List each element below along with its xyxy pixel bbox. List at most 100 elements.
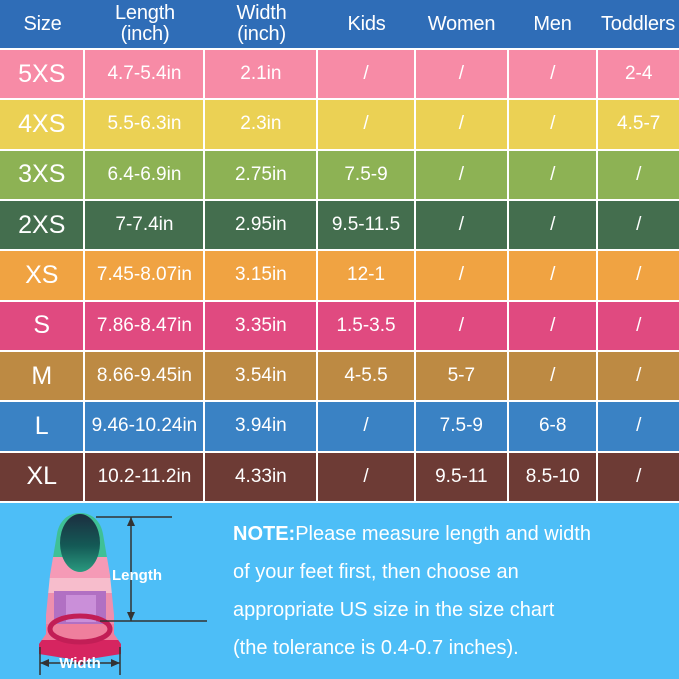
fin-body bbox=[39, 513, 121, 666]
women-cell: 7.5-9 bbox=[415, 402, 508, 451]
dimension-lines bbox=[39, 516, 207, 675]
note-bold-label: NOTE: bbox=[233, 523, 296, 545]
toddlers-cell: 2-4 bbox=[598, 50, 679, 99]
header-women-label: Women bbox=[427, 12, 496, 35]
header-size: Size bbox=[0, 0, 85, 48]
note-text: NOTE:Please measure length and width of … bbox=[225, 503, 591, 679]
men-cell: / bbox=[509, 100, 597, 149]
men-cell: / bbox=[509, 251, 597, 300]
toddlers-cell: / bbox=[598, 452, 679, 501]
women-cell: 5-7 bbox=[415, 351, 508, 401]
length-cell: 4.7-5.4in bbox=[85, 50, 204, 99]
size-cell: S bbox=[0, 301, 84, 350]
fin-illustration: Length Width bbox=[39, 513, 207, 675]
note-line: of your feet first, then choose an bbox=[233, 561, 519, 583]
width-cell: 2.1in bbox=[205, 50, 317, 99]
size-cell: 3XS bbox=[0, 150, 84, 199]
note-line-1: Please measure length and width bbox=[295, 523, 591, 545]
header-women: Women bbox=[415, 0, 508, 48]
kids-cell: / bbox=[318, 50, 414, 99]
note-section: Length Width NOTE:Please measure length … bbox=[0, 501, 679, 679]
table-row-4xs: 4XS 5.5-6.3in 2.3in / //4.5-7 bbox=[0, 100, 679, 149]
header-length-sub: (inch) bbox=[120, 23, 170, 45]
table-row-s: S 7.86-8.47in 3.35in 1.5-3.5// / bbox=[0, 301, 679, 350]
length-cell: 7.86-8.47in bbox=[85, 301, 204, 350]
fin-length-label: Length bbox=[112, 567, 162, 584]
kids-cell: 12-1 bbox=[318, 251, 414, 300]
header-length: Length (inch) bbox=[85, 0, 205, 48]
header-kids: Kids bbox=[318, 0, 415, 48]
width-cell: 2.95in bbox=[205, 200, 317, 250]
dimension-arrows bbox=[40, 517, 135, 667]
toddlers-cell: 4.5-7 bbox=[598, 100, 679, 149]
width-cell: 3.15in bbox=[205, 251, 317, 300]
width-cell: 3.54in bbox=[205, 351, 317, 401]
toddlers-cell: / bbox=[598, 251, 679, 300]
size-cell: 2XS bbox=[0, 200, 84, 250]
men-cell: / bbox=[509, 200, 597, 250]
men-cell: / bbox=[509, 150, 597, 199]
women-cell: / bbox=[415, 200, 508, 250]
header-men: Men bbox=[508, 0, 597, 48]
note-line: NOTE:Please measure length and width bbox=[233, 515, 591, 553]
note-line: appropriate US size in the size chart bbox=[233, 599, 555, 621]
header-toddlers-label: Toddlers bbox=[601, 12, 675, 35]
table-row-5xs: 5XS 4.7-5.4in 2.1in / //2-4 bbox=[0, 50, 679, 99]
table-row-2xs: 2XS 7-7.4in 2.95in 9.5-11.5// / bbox=[0, 200, 679, 250]
width-cell: 4.33in bbox=[205, 452, 317, 501]
women-cell: / bbox=[415, 150, 508, 199]
length-cell: 8.66-9.45in bbox=[85, 351, 204, 401]
size-cell: 5XS bbox=[0, 50, 84, 99]
fin-width-label: Width bbox=[59, 655, 101, 672]
kids-cell: 4-5.5 bbox=[318, 351, 414, 401]
size-cell: L bbox=[0, 402, 84, 451]
men-cell: / bbox=[509, 351, 597, 401]
header-width-label: Width bbox=[236, 2, 287, 24]
table-row-m: M 8.66-9.45in 3.54in 4-5.5 5-7// bbox=[0, 351, 679, 401]
toddlers-cell: / bbox=[598, 150, 679, 199]
table-row-l: L 9.46-10.24in 3.94in/7.5-9 6-8/ bbox=[0, 402, 679, 451]
men-cell: / bbox=[509, 301, 597, 350]
header-length-label: Length bbox=[115, 2, 175, 24]
kids-cell: 1.5-3.5 bbox=[318, 301, 414, 350]
toddlers-cell: / bbox=[598, 402, 679, 451]
size-table: Size Length (inch) Width (inch) Kids Wom… bbox=[0, 0, 679, 501]
header-width: Width (inch) bbox=[205, 0, 318, 48]
length-cell: 7-7.4in bbox=[85, 200, 204, 250]
women-cell: / bbox=[415, 100, 508, 149]
header-kids-label: Kids bbox=[347, 12, 386, 35]
length-cell: 7.45-8.07in bbox=[85, 251, 204, 300]
toddlers-cell: / bbox=[598, 200, 679, 250]
kids-cell: / bbox=[318, 100, 414, 149]
women-cell: 9.5-11 bbox=[415, 452, 508, 501]
length-cell: 5.5-6.3in bbox=[85, 100, 204, 149]
kids-cell: / bbox=[318, 402, 414, 451]
women-cell: / bbox=[415, 301, 508, 350]
toddlers-cell: / bbox=[598, 301, 679, 350]
header-width-sub: (inch) bbox=[237, 23, 286, 45]
size-cell: XL bbox=[0, 452, 84, 501]
length-cell: 6.4-6.9in bbox=[85, 150, 204, 199]
size-cell: XS bbox=[0, 251, 84, 300]
men-cell: 8.5-10 bbox=[509, 452, 597, 501]
size-cell: 4XS bbox=[0, 100, 84, 149]
width-cell: 2.75in bbox=[205, 150, 317, 199]
header-toddlers: Toddlers bbox=[597, 0, 679, 48]
men-cell: 6-8 bbox=[509, 402, 597, 451]
kids-cell: 9.5-11.5 bbox=[318, 200, 414, 250]
table-row-3xs: 3XS 6.4-6.9in 2.75in 7.5-9// / bbox=[0, 150, 679, 199]
width-cell: 3.94in bbox=[205, 402, 317, 451]
table-row-xs: XS 7.45-8.07in 3.15in 12-1// / bbox=[0, 251, 679, 300]
note-line: (the tolerance is 0.4-0.7 inches). bbox=[233, 637, 519, 659]
width-cell: 2.3in bbox=[205, 100, 317, 149]
length-cell: 9.46-10.24in bbox=[85, 402, 204, 451]
table-row-xl: XL 10.2-11.2in 4.33in/9.5-11 8.5-10/ bbox=[0, 452, 679, 501]
toddlers-cell: / bbox=[598, 351, 679, 401]
table-header: Size Length (inch) Width (inch) Kids Wom… bbox=[0, 0, 679, 48]
size-cell: M bbox=[0, 351, 84, 401]
kids-cell: 7.5-9 bbox=[318, 150, 414, 199]
kids-cell: / bbox=[318, 452, 414, 501]
length-cell: 10.2-11.2in bbox=[85, 452, 204, 501]
men-cell: / bbox=[509, 50, 597, 99]
